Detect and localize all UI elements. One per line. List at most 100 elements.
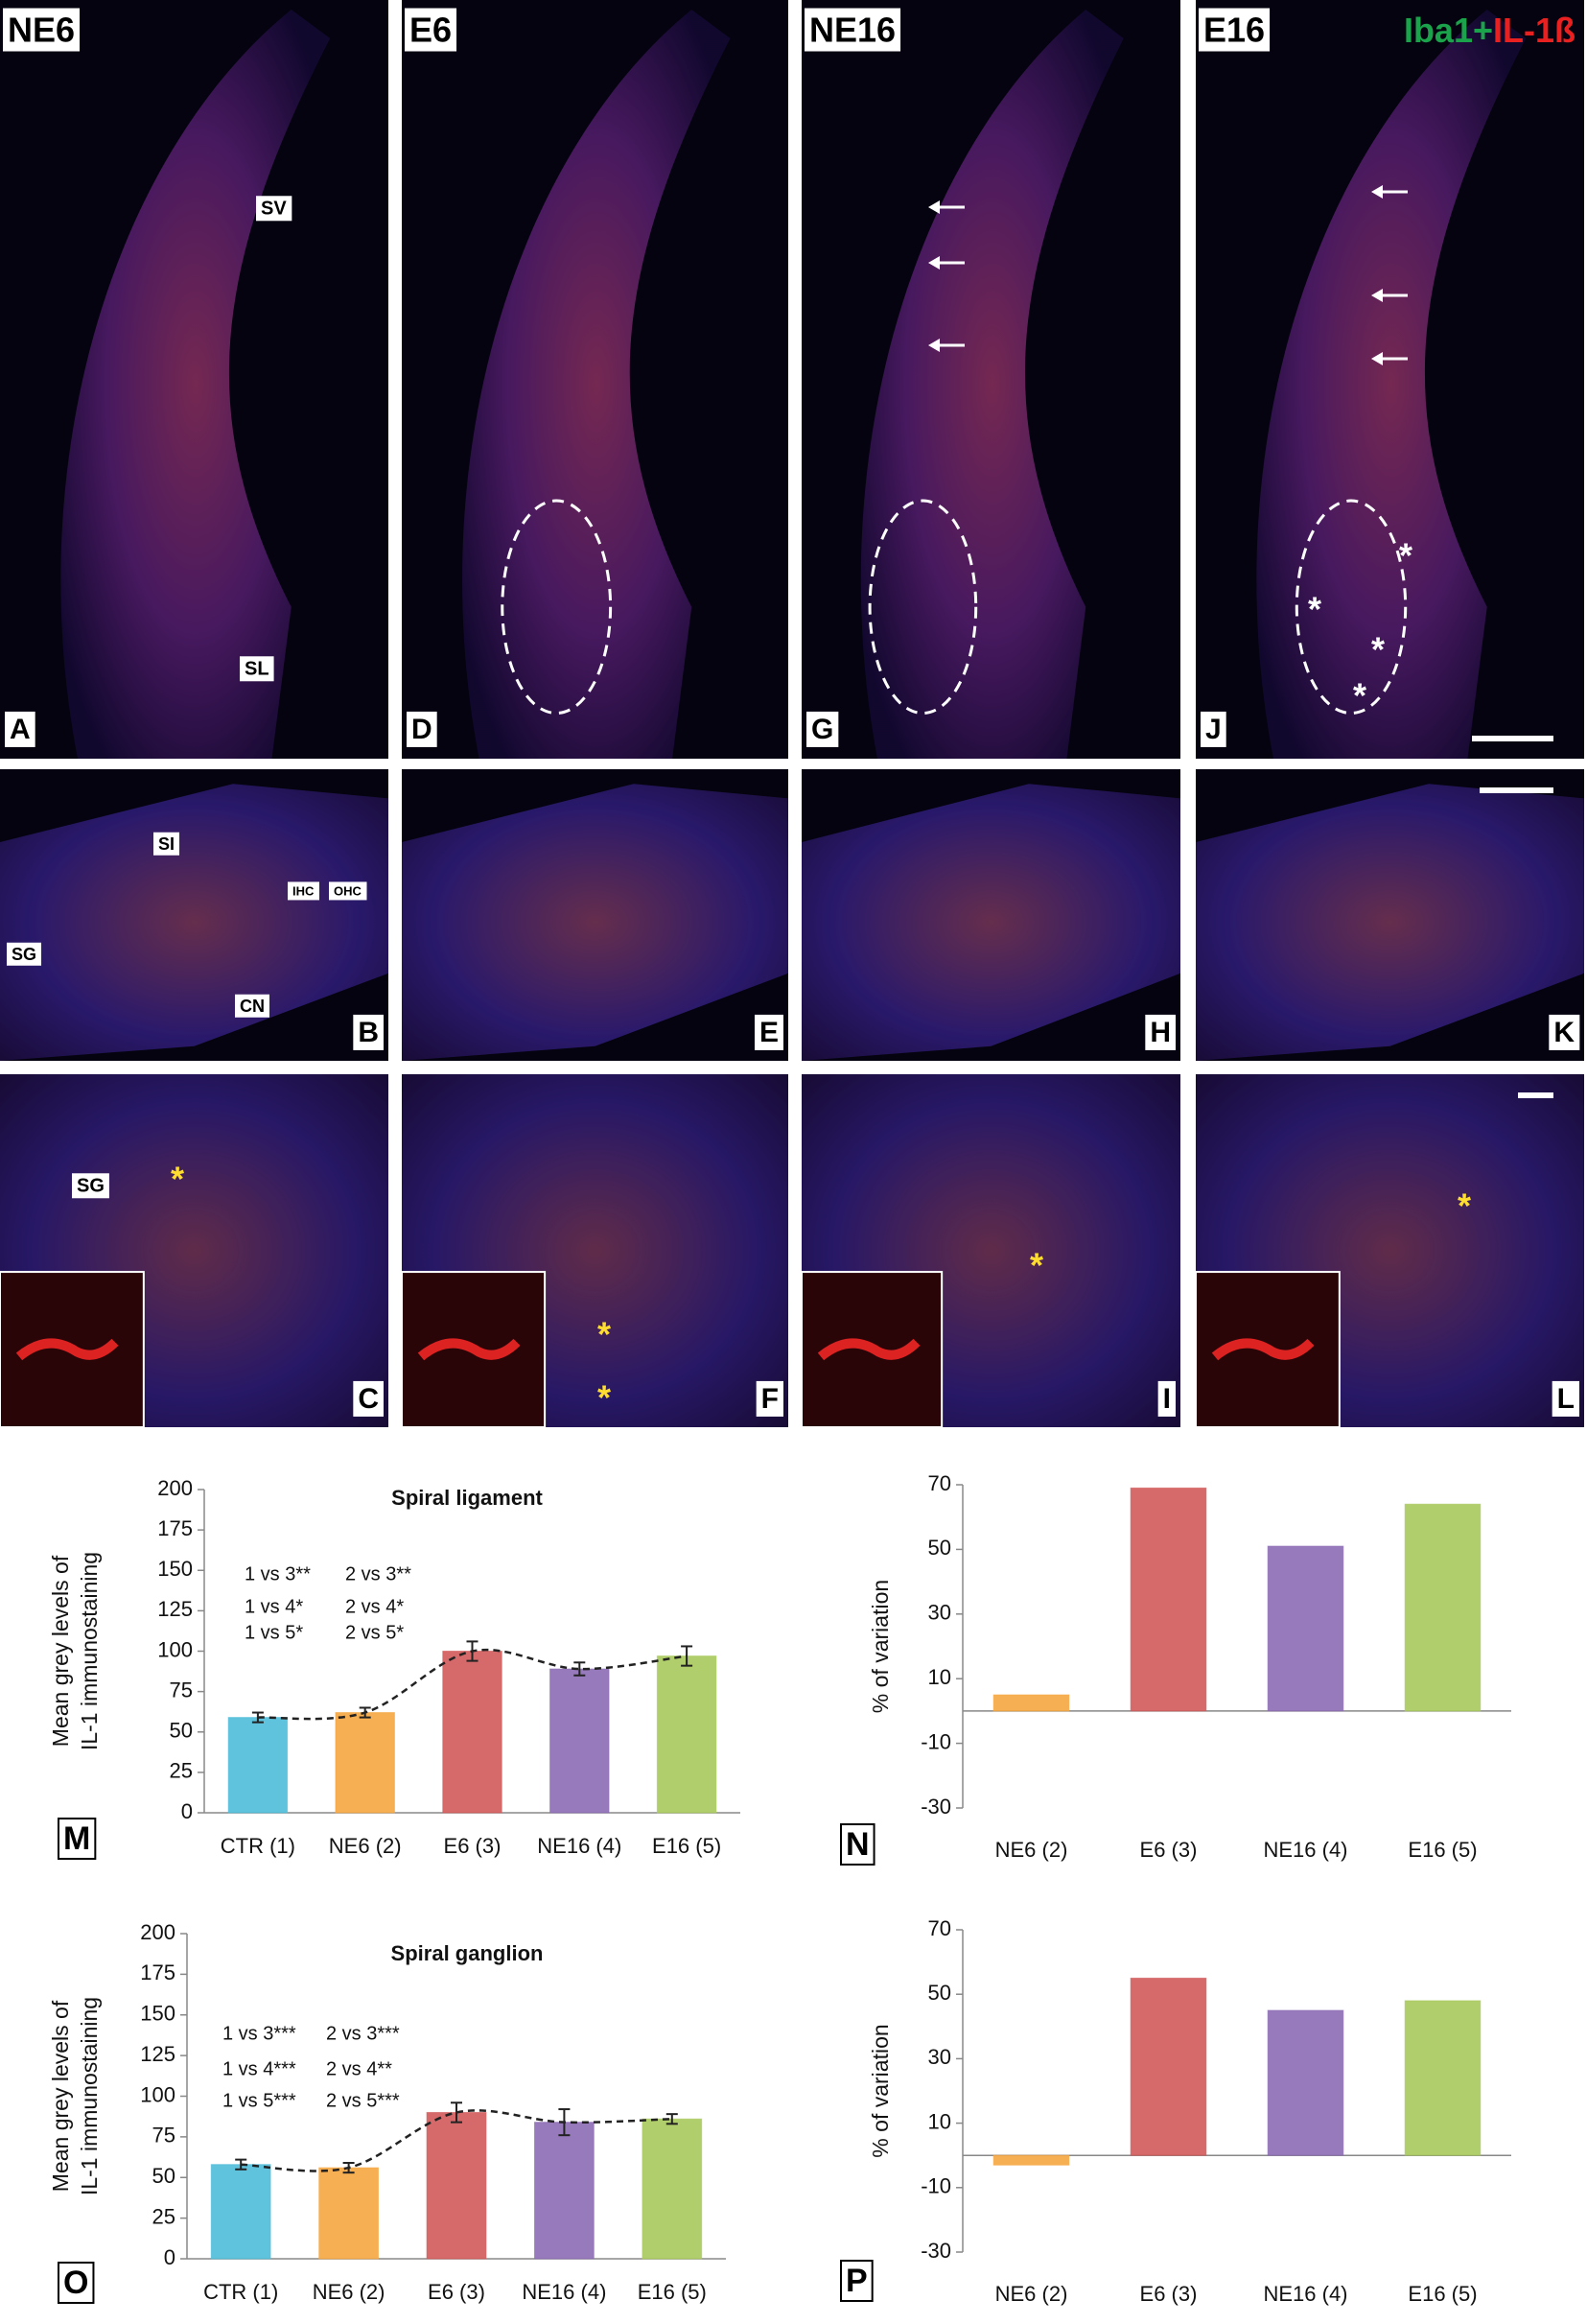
y-tick-label: 10	[928, 2109, 951, 2133]
label-background	[7, 942, 42, 966]
label-background	[1145, 1014, 1176, 1050]
label-box: A	[5, 711, 35, 747]
label-box: OHC	[329, 881, 367, 901]
arrow-head	[928, 256, 940, 270]
trend-line	[257, 1648, 688, 1721]
label-box: IHC	[288, 881, 319, 901]
bar	[318, 2167, 380, 2260]
bar	[1267, 1545, 1344, 1712]
asterisk: *	[1308, 590, 1321, 629]
label-box: J	[1201, 711, 1226, 747]
x-tick-label: E16 (5)	[652, 1834, 721, 1858]
asterisk: *	[1030, 1246, 1043, 1285]
outline-region	[868, 499, 978, 716]
annotation: 1 vs 5***	[222, 2090, 296, 2111]
annotation: 1 vs 4***	[222, 2058, 296, 2079]
tissue-region	[1256, 10, 1527, 759]
label-background	[1199, 8, 1271, 52]
label-background	[5, 711, 35, 747]
y-tick-label: 150	[157, 1557, 193, 1581]
x-tick-label: NE6 (2)	[313, 2280, 385, 2304]
y-tick-label: -10	[921, 1729, 951, 1753]
y-axis-label: IL-1 immunostaining	[77, 1997, 102, 2195]
label-background	[840, 2259, 874, 2302]
x-tick-label: NE6 (2)	[995, 2282, 1068, 2306]
y-tick-label: 200	[157, 1476, 193, 1500]
arrow-head	[928, 339, 940, 352]
error-bar	[451, 2101, 462, 2124]
x-tick-label: NE6 (2)	[329, 1834, 402, 1858]
panel-label: D	[411, 714, 432, 745]
y-tick-label: 0	[164, 2245, 175, 2269]
label-background	[288, 881, 319, 901]
panel-label: IHC	[292, 883, 315, 898]
label-box: NE6	[3, 8, 81, 52]
label-box: B	[353, 1014, 384, 1050]
asterisk: *	[1399, 536, 1412, 575]
label-background	[153, 832, 180, 856]
error-bar	[573, 1661, 586, 1677]
tissue-region	[0, 784, 388, 1061]
legend: Iba1+IL-1ß	[1404, 11, 1575, 50]
label-background	[240, 656, 274, 682]
label-background	[58, 1817, 97, 1860]
panel-label: B	[358, 1017, 379, 1048]
annotation: 1 vs 3***	[222, 2023, 296, 2044]
bar	[1130, 1977, 1207, 2156]
label-background	[58, 2261, 95, 2304]
annotation: 2 vs 3**	[345, 1563, 411, 1585]
label-background	[1157, 1380, 1176, 1417]
inset-cell	[1211, 1338, 1315, 1361]
panel-label: E6	[409, 11, 452, 50]
x-tick-label: NE16 (4)	[1263, 1838, 1347, 1862]
panel-label: J	[1205, 714, 1222, 745]
y-tick-label: -10	[921, 2174, 951, 2198]
error-bar	[681, 1645, 693, 1667]
asterisk: *	[1458, 1186, 1471, 1226]
annotation: 1 vs 4*	[245, 1596, 303, 1617]
label-box: SG	[7, 942, 42, 966]
x-tick-label: E16 (5)	[638, 2280, 707, 2304]
outline-region	[1295, 499, 1408, 716]
inset-cell	[15, 1338, 119, 1361]
inset-cell	[417, 1338, 521, 1361]
label-background	[754, 1014, 783, 1050]
label-box: SL	[240, 656, 274, 682]
label-background	[72, 1173, 109, 1199]
label-box: N	[840, 1822, 875, 1866]
y-axis-label: Mean grey levels of	[48, 2000, 73, 2192]
x-tick-label: NE16 (4)	[537, 1834, 621, 1858]
bar	[1267, 2009, 1344, 2156]
chart-title: Spiral ligament	[391, 1486, 543, 1510]
legend-entry: IL-1ß	[1493, 11, 1575, 50]
tissue-region	[402, 784, 788, 1061]
label-background	[353, 1014, 384, 1050]
arrow-head	[928, 200, 940, 214]
chart-title: Spiral ganglion	[391, 1941, 544, 1965]
y-tick-label: 25	[152, 2204, 175, 2228]
panel-label: F	[761, 1383, 779, 1415]
y-axis-label: Mean grey levels of	[48, 1555, 73, 1747]
bar	[992, 1694, 1070, 1712]
y-tick-label: 70	[928, 1471, 951, 1495]
label-background	[1552, 1380, 1579, 1417]
bar	[335, 1712, 395, 1814]
bar	[656, 1655, 717, 1814]
annotation: 2 vs 4*	[345, 1596, 404, 1617]
y-tick-label: 50	[928, 1981, 951, 2005]
bar	[1130, 1487, 1207, 1712]
label-box: G	[806, 711, 839, 747]
label-box: SV	[256, 196, 292, 222]
y-tick-label: 75	[152, 2124, 175, 2148]
x-tick-label: E6 (3)	[428, 2280, 485, 2304]
panel-label: P	[846, 2263, 868, 2299]
y-tick-label: 0	[181, 1799, 193, 1823]
tissue-region	[860, 10, 1124, 759]
label-background	[353, 1380, 384, 1417]
label-background	[407, 711, 437, 747]
annotation: 1 vs 5*	[245, 1622, 303, 1643]
panel-label: L	[1557, 1383, 1575, 1415]
panel-label: OHC	[334, 883, 362, 898]
